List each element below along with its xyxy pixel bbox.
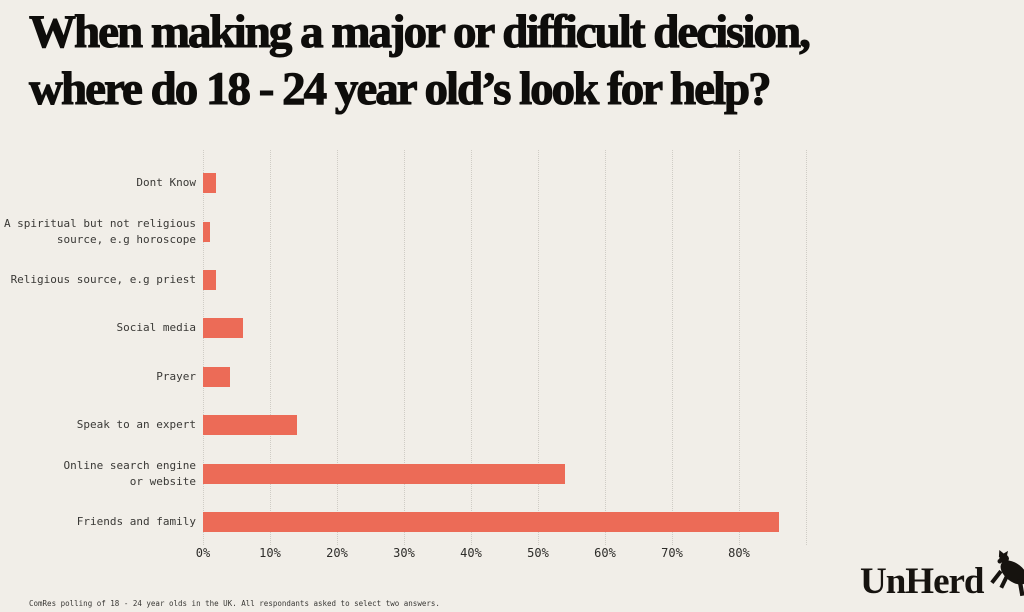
x-tick-label: 40% xyxy=(460,546,482,560)
unherd-wordmark: UnHerd xyxy=(860,561,984,602)
category-label-line: Online search engine xyxy=(63,458,196,472)
gridline xyxy=(336,150,338,545)
gridline xyxy=(404,150,405,545)
bar xyxy=(203,511,780,532)
gridlines xyxy=(203,150,807,545)
category-label: Dont Know xyxy=(0,175,196,191)
category-label: Religious source, e.g priest xyxy=(0,272,196,288)
bar xyxy=(203,415,297,436)
gridline xyxy=(806,150,807,545)
x-tick-label: 50% xyxy=(527,546,549,560)
gridline xyxy=(605,150,606,545)
bar xyxy=(203,221,210,242)
x-tick-label: 10% xyxy=(259,546,281,560)
gridline xyxy=(738,150,740,545)
category-label: Prayer xyxy=(0,369,196,385)
bar xyxy=(203,173,217,194)
chart-rows: Dont Know A spiritual but not religious so… xyxy=(4,159,806,546)
chart-title-line1: When making a major or difficult decisio… xyxy=(28,5,811,58)
bar-chart: Dont Know A spiritual but not religious so… xyxy=(4,150,807,546)
gridline xyxy=(538,150,539,545)
gridline xyxy=(203,150,204,545)
category-label: Online search engine or website xyxy=(0,458,196,490)
x-axis: 0% 10% 20% 30% 40% 50% 60% 70% 80% xyxy=(196,546,806,562)
x-tick-label: 70% xyxy=(661,546,683,560)
x-tick-label: 80% xyxy=(728,546,750,560)
bar xyxy=(203,318,244,339)
category-label-line: source, e.g horoscope xyxy=(56,232,196,246)
category-label-line: Friends and family xyxy=(76,514,196,528)
category-label-line: Dont Know xyxy=(136,176,196,190)
chart-row: Friends and family xyxy=(77,498,806,546)
chart-row: Religious source, e.g priest xyxy=(11,256,806,304)
category-label-line: Religious source, e.g priest xyxy=(10,272,196,286)
chart-row: Speak to an expert xyxy=(77,401,806,449)
chart-title-line2: where do 18 - 24 year old’s look for hel… xyxy=(28,62,772,115)
category-label-line: Speak to an expert xyxy=(76,418,196,432)
gridline xyxy=(269,150,271,545)
rearing-cow-icon xyxy=(990,550,1024,597)
x-tick-label: 60% xyxy=(594,546,616,560)
chart-row: A spiritual but not religious source, e.g… xyxy=(4,207,806,255)
category-label-line: Prayer xyxy=(156,369,196,383)
bar xyxy=(203,269,217,290)
x-tick-label: 0% xyxy=(195,546,211,560)
gridline xyxy=(470,150,472,545)
chart-row: Online search engine or website xyxy=(64,449,806,497)
category-label: Friends and family xyxy=(0,514,196,530)
chart-title: When making a major or difficult decisio… xyxy=(28,4,1019,118)
category-label: A spiritual but not religious source, e.g… xyxy=(0,216,196,248)
x-tick-label: 30% xyxy=(393,546,415,560)
category-label-line: Social media xyxy=(116,321,196,335)
chart-row: Dont Know xyxy=(136,159,806,207)
bar xyxy=(203,366,230,387)
category-label: Speak to an expert xyxy=(0,417,196,433)
category-label-line: A spiritual but not religious xyxy=(3,216,196,230)
chart-row: Social media xyxy=(117,304,806,352)
category-label: Social media xyxy=(0,320,196,336)
chart-row: Prayer xyxy=(156,353,806,401)
bar xyxy=(203,463,565,484)
source-note: ComRes polling of 18 - 24 year olds in t… xyxy=(29,599,440,608)
category-label-line: or website xyxy=(129,474,196,488)
x-tick-label: 20% xyxy=(326,546,348,560)
gridline xyxy=(672,150,673,545)
unherd-logo: UnHerd xyxy=(842,546,1024,606)
